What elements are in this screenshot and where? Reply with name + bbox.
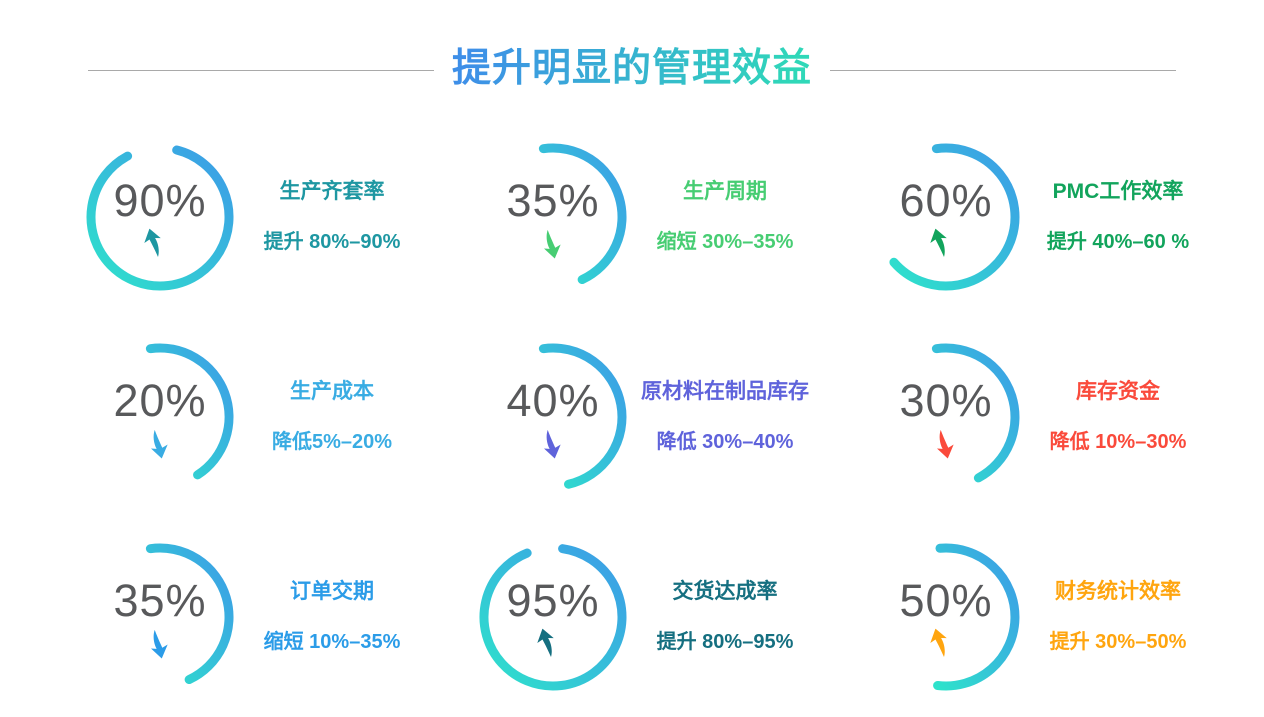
metric-change: 降低 10%–30% — [1049, 431, 1187, 453]
progress-ring: 95% — [478, 542, 628, 692]
metric-change: 降低 30%–40% — [656, 431, 794, 453]
progress-ring: 90% — [85, 142, 235, 292]
trend-down-icon — [150, 629, 168, 659]
metric-card: 40% 原材料在制品库存 降低 30%–40% — [478, 317, 871, 517]
metric-label: 生产成本 — [290, 380, 374, 403]
metric-card: 30% 库存资金 降低 10%–30% — [871, 317, 1264, 517]
metric-label: 交货达成率 — [672, 580, 778, 603]
trend-down-icon — [150, 429, 168, 459]
metric-change: 缩短 10%–35% — [263, 631, 401, 653]
metric-change: 降低5%–20% — [271, 431, 393, 453]
progress-arc — [889, 143, 1020, 291]
metric-change: 提升 80%–95% — [656, 631, 794, 653]
trend-down-icon — [543, 229, 561, 259]
metric-change: 提升 80%–90% — [263, 231, 401, 253]
metric-card: 20% 生产成本 降低5%–20% — [85, 317, 478, 517]
progress-arc — [933, 543, 1020, 691]
metric-card: 35% 订单交期 缩短 10%–35% — [85, 517, 478, 717]
progress-arc — [145, 343, 234, 480]
percent-value: 60% — [899, 174, 993, 226]
metric-label: 财务统计效率 — [1055, 580, 1181, 603]
metric-card: 60% PMC工作效率 提升 40%–60 % — [871, 117, 1264, 317]
percent-value: 35% — [506, 174, 600, 226]
trend-up-icon — [537, 628, 554, 657]
progress-arc — [931, 343, 1020, 483]
metrics-grid: 90% 生产齐套率 提升 80%–90% 35% 生产周期 缩短 30%–35% — [85, 117, 1264, 717]
metric-change: 提升 30%–50% — [1049, 631, 1187, 653]
progress-arc — [538, 343, 627, 489]
trend-up-icon — [144, 228, 161, 257]
progress-arc — [538, 143, 627, 285]
percent-value: 90% — [113, 174, 207, 226]
trend-down-icon — [543, 429, 561, 459]
metric-card: 35% 生产周期 缩短 30%–35% — [478, 117, 871, 317]
metric-label: 订单交期 — [290, 580, 374, 603]
progress-ring: 50% — [871, 542, 1021, 692]
percent-value: 40% — [506, 374, 600, 426]
progress-arc — [86, 145, 234, 291]
percent-value: 95% — [506, 574, 600, 626]
slide-header: 提升明显的管理效益 — [0, 0, 1264, 110]
metric-label: 库存资金 — [1076, 380, 1160, 403]
metric-label: 生产周期 — [683, 180, 767, 203]
metric-label: 生产齐套率 — [279, 180, 385, 203]
trend-down-icon — [936, 429, 954, 459]
progress-arc — [479, 544, 627, 691]
page-title-text: 提升明显的管理效益 — [451, 47, 812, 90]
progress-arc — [145, 543, 234, 685]
metric-card: 90% 生产齐套率 提升 80%–90% — [85, 117, 478, 317]
trend-up-icon — [930, 628, 947, 657]
trend-up-icon — [930, 228, 947, 257]
metric-change: 提升 40%–60 % — [1046, 231, 1190, 253]
progress-ring: 35% — [478, 142, 628, 292]
progress-ring: 60% — [871, 142, 1021, 292]
percent-value: 50% — [899, 574, 993, 626]
metric-label: 原材料在制品库存 — [641, 380, 809, 403]
percent-value: 20% — [113, 374, 207, 426]
progress-ring: 30% — [871, 342, 1021, 492]
metric-card: 50% 财务统计效率 提升 30%–50% — [871, 517, 1264, 717]
percent-value: 30% — [899, 374, 993, 426]
progress-ring: 20% — [85, 342, 235, 492]
progress-ring: 40% — [478, 342, 628, 492]
page-title: 提升明显的管理效益 — [0, 45, 1264, 93]
metric-card: 95% 交货达成率 提升 80%–95% — [478, 517, 871, 717]
progress-ring: 35% — [85, 542, 235, 692]
metric-label: PMC工作效率 — [1052, 180, 1184, 203]
percent-value: 35% — [113, 574, 207, 626]
metric-change: 缩短 30%–35% — [656, 231, 794, 253]
